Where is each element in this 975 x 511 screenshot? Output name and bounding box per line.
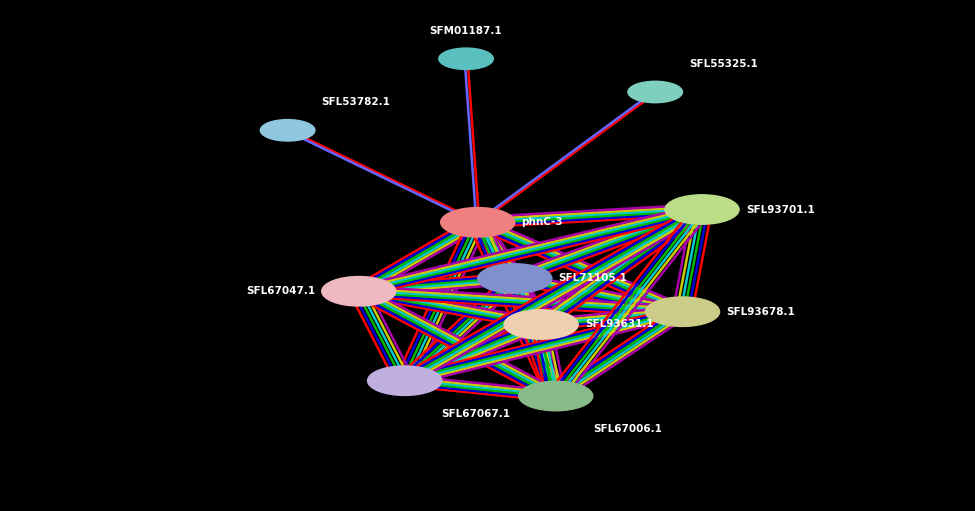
Text: SFL53782.1: SFL53782.1: [322, 97, 391, 107]
Ellipse shape: [441, 207, 515, 237]
Ellipse shape: [665, 195, 739, 224]
Text: SFL67047.1: SFL67047.1: [246, 286, 315, 296]
Ellipse shape: [439, 48, 493, 69]
Ellipse shape: [519, 381, 593, 411]
Text: phnC-3: phnC-3: [522, 217, 564, 227]
Text: SFL93701.1: SFL93701.1: [746, 204, 815, 215]
Text: SFM01187.1: SFM01187.1: [430, 26, 502, 36]
Text: SFL55325.1: SFL55325.1: [689, 59, 759, 69]
Ellipse shape: [260, 120, 315, 141]
Ellipse shape: [645, 297, 720, 327]
Ellipse shape: [478, 264, 552, 293]
Text: SFL93631.1: SFL93631.1: [585, 319, 653, 330]
Ellipse shape: [368, 366, 442, 396]
Text: SFL67067.1: SFL67067.1: [442, 409, 511, 419]
Text: SFL71105.1: SFL71105.1: [559, 273, 628, 284]
Ellipse shape: [504, 310, 578, 339]
Ellipse shape: [322, 276, 396, 306]
Text: SFL67006.1: SFL67006.1: [593, 424, 662, 434]
Text: SFL93678.1: SFL93678.1: [726, 307, 796, 317]
Ellipse shape: [628, 81, 682, 103]
